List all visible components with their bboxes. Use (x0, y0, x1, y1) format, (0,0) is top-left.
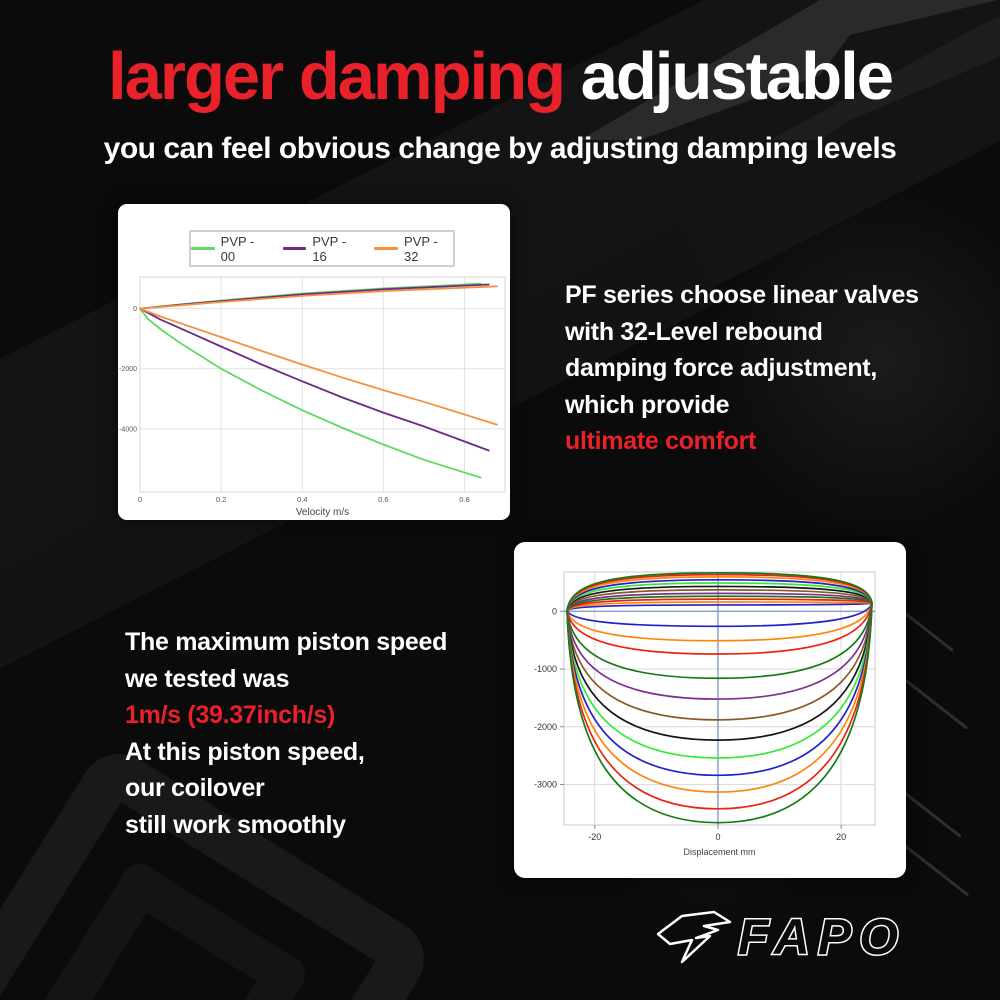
text-line: we tested was (125, 664, 290, 693)
svg-text:-3000: -3000 (534, 780, 557, 790)
legend-swatch (282, 247, 307, 250)
title-highlight: larger damping (108, 39, 566, 114)
velocity-force-chart-card: 0 -2000 -4000 0 0.2 0.4 0.6 0.8 Velocity m/s PVP… (118, 204, 510, 520)
text-line: still work smoothly (125, 810, 346, 839)
svg-text:Displacement mm: Displacement mm (683, 847, 755, 857)
svg-text:20: 20 (836, 832, 846, 842)
text-line: which provide (565, 390, 730, 419)
svg-text:-1000: -1000 (534, 664, 557, 674)
svg-text:0: 0 (552, 606, 557, 616)
text-line: 1m/s (39.37inch/s) (125, 701, 335, 729)
text-line: our coilover (125, 774, 265, 802)
displacement-force-chart-card: 0 -1000 -2000 -3000 -20 0 20 Displacement mm (514, 542, 906, 878)
svg-text:0: 0 (138, 495, 142, 504)
hysteresis-loop (566, 585, 873, 741)
legend-item: PVP - 16 (282, 233, 362, 264)
rebound-adjustment-text: PF series choose linear valves with 32-Le… (565, 277, 919, 460)
hysteresis-loop (566, 582, 873, 759)
svg-text:0: 0 (715, 832, 720, 842)
svg-text:-2000: -2000 (119, 366, 137, 373)
text-line: The maximum piston speed (125, 628, 448, 656)
svg-text:-4000: -4000 (119, 426, 137, 433)
hysteresis-loop (566, 576, 873, 793)
logo-wordmark: FAPO (738, 909, 906, 965)
piston-speed-text: The maximum piston speed we tested was 1m/… (125, 624, 447, 843)
legend-label: PVP - 32 (404, 233, 438, 264)
eagle-icon (656, 910, 732, 964)
legend-swatch (191, 247, 215, 250)
page-title: larger damping adjustable (0, 39, 1000, 114)
legend-item: PVP - 32 (374, 234, 453, 264)
bg-lightning-shape (580, 0, 1000, 140)
text-line: PF series choose linear valves (565, 281, 919, 309)
hysteresis-loop (566, 595, 873, 680)
svg-text:0.6: 0.6 (378, 495, 388, 504)
svg-text:0.2: 0.2 (216, 495, 226, 504)
legend-swatch (374, 247, 398, 250)
hysteresis-loop (566, 572, 873, 824)
legend-label: PVP - 00 (220, 233, 255, 264)
svg-text:-2000: -2000 (534, 722, 557, 732)
hysteresis-loop (566, 601, 874, 628)
text-line: ultimate comfort (565, 427, 757, 455)
svg-text:0.8: 0.8 (459, 495, 469, 504)
svg-text:Velocity m/s: Velocity m/s (296, 507, 349, 518)
legend-item: PVP - 00 (191, 234, 270, 264)
bg-glow (700, 180, 1000, 540)
displacement-force-chart: 0 -1000 -2000 -3000 -20 0 20 Displacement mm (534, 571, 876, 857)
legend-label: PVP - 16 (312, 233, 347, 264)
velocity-force-chart: 0 -2000 -4000 0 0.2 0.4 0.6 0.8 Velocity m/s (119, 276, 506, 518)
svg-text:0: 0 (133, 306, 137, 313)
chart-legend: PVP - 00 PVP - 16 PVP - 32 (189, 230, 455, 267)
text-line: damping force adjustment, (565, 354, 877, 382)
text-line: with 32-Level rebound (565, 317, 823, 346)
title-rest: adjustable (564, 39, 894, 114)
page-subtitle: you can feel obvious change by adjusting… (103, 132, 897, 165)
text-line: At this piston speed, (125, 737, 365, 766)
fapo-logo: FAPO (656, 908, 906, 967)
svg-text:-20: -20 (588, 832, 601, 842)
svg-text:0.4: 0.4 (297, 495, 307, 504)
hysteresis-loop (566, 589, 873, 721)
hysteresis-loop (566, 592, 873, 700)
